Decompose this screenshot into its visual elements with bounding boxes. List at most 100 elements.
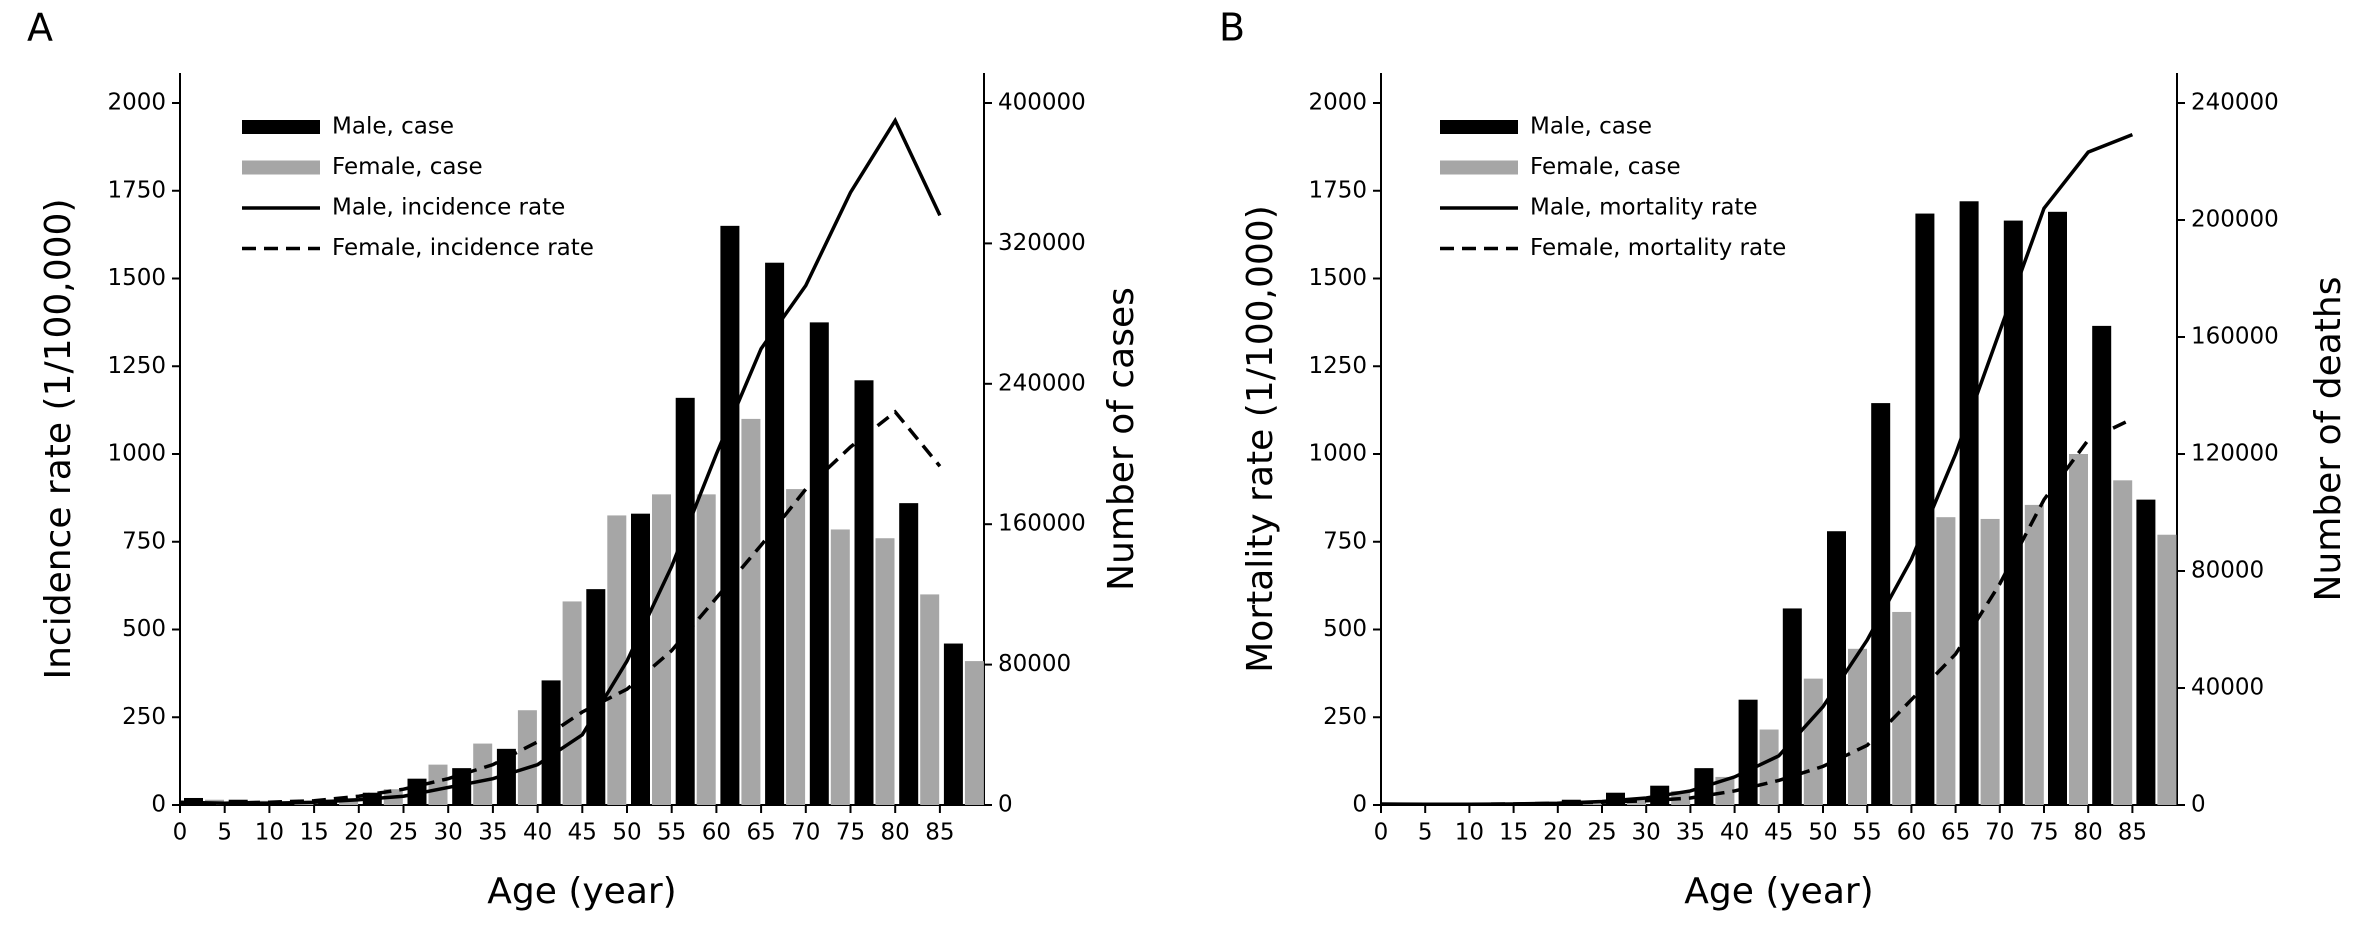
bar <box>809 322 829 805</box>
x-tick-label: 40 <box>1720 820 1749 846</box>
y2-tick-label: 0 <box>998 792 1013 818</box>
x-tick-label: 45 <box>568 820 597 846</box>
bar <box>1871 403 1891 805</box>
bar <box>496 748 516 805</box>
x-tick-label: 35 <box>1676 820 1705 846</box>
y2-tick-label: 120000 <box>2191 441 2279 467</box>
y-tick-label: 0 <box>151 792 166 818</box>
bar <box>1827 531 1846 805</box>
line <box>179 116 942 805</box>
bar <box>586 589 606 805</box>
y2-tick-label: 80000 <box>998 651 1071 677</box>
bar <box>1915 213 1935 805</box>
bar <box>899 503 919 805</box>
legend-label: Male, case <box>1530 114 1652 140</box>
bar <box>562 601 582 805</box>
bar <box>2113 480 2133 805</box>
bar <box>1892 611 1912 805</box>
x-tick-label: 75 <box>2029 820 2058 846</box>
legend-swatch <box>242 120 320 134</box>
y-tick-label: 250 <box>122 704 166 730</box>
x-tick-label: 15 <box>299 820 328 846</box>
bar <box>1715 776 1735 805</box>
line <box>180 409 942 805</box>
panel-label: B <box>1219 6 1245 50</box>
legend-label: Male, case <box>332 114 454 140</box>
y-tick-label: 1750 <box>1308 177 1367 203</box>
bar <box>541 680 561 805</box>
bar <box>1759 729 1779 805</box>
y-tick-label: 1750 <box>107 177 166 203</box>
y-tick-label: 2000 <box>107 90 166 116</box>
bar <box>943 643 963 805</box>
x-tick-label: 85 <box>2118 820 2147 846</box>
x-tick-label: 65 <box>746 820 775 846</box>
bar <box>786 489 806 805</box>
y-tick-label: 500 <box>1323 616 1367 642</box>
bar <box>2136 499 2156 805</box>
line <box>1381 417 2134 807</box>
x-tick-label: 70 <box>1985 820 2014 846</box>
y-tick-label: 0 <box>1352 792 1367 818</box>
y-tick-label: 1250 <box>1308 353 1367 379</box>
y2-tick-label: 80000 <box>2191 558 2264 584</box>
y-axis-title: Mortality rate (1/100,000) <box>1240 205 1281 673</box>
legend-label: Female, incidence rate <box>332 235 594 261</box>
bar <box>696 494 716 805</box>
bar <box>1959 201 1979 805</box>
bar <box>675 397 695 805</box>
x-tick-label: 35 <box>478 820 507 846</box>
bar <box>765 262 785 806</box>
bar <box>1980 518 2000 805</box>
y2-tick-label: 0 <box>2191 792 2206 818</box>
bar <box>830 529 850 805</box>
y2-tick-label: 240000 <box>998 370 1086 396</box>
line <box>1380 132 2134 807</box>
x-tick-label: 65 <box>1941 820 1970 846</box>
bar <box>1738 699 1758 805</box>
x-tick-label: 40 <box>523 820 552 846</box>
x-axis-title: Age (year) <box>1684 871 1873 912</box>
y-tick-label: 1000 <box>1308 441 1367 467</box>
x-tick-label: 50 <box>612 820 641 846</box>
bar <box>2048 211 2067 805</box>
bar <box>1848 648 1867 805</box>
x-tick-label: 50 <box>1808 820 1837 846</box>
bar <box>652 494 671 805</box>
bar <box>964 661 984 805</box>
y-tick-label: 500 <box>122 616 166 642</box>
y-tick-label: 1250 <box>107 353 166 379</box>
bar <box>631 513 650 805</box>
x-tick-label: 55 <box>1853 820 1882 846</box>
x-tick-label: 55 <box>657 820 686 846</box>
bar <box>854 380 874 805</box>
bar <box>473 743 493 805</box>
x-axis-title: Age (year) <box>487 871 676 912</box>
legend-label: Female, case <box>332 154 483 180</box>
bar <box>2024 504 2044 805</box>
legend-swatch <box>1440 160 1518 175</box>
bar <box>517 710 537 805</box>
bar <box>875 538 895 805</box>
x-tick-label: 15 <box>1499 820 1528 846</box>
bar <box>720 225 740 806</box>
y2-tick-label: 160000 <box>2191 324 2279 350</box>
x-tick-label: 60 <box>702 820 731 846</box>
x-tick-label: 75 <box>836 820 865 846</box>
x-tick-label: 10 <box>255 820 284 846</box>
y-tick-label: 750 <box>122 528 166 554</box>
x-tick-label: 5 <box>217 820 232 846</box>
x-tick-label: 80 <box>2074 820 2103 846</box>
legend-label: Male, mortality rate <box>1530 195 1758 221</box>
y2-tick-label: 160000 <box>998 511 1086 537</box>
x-tick-label: 5 <box>1418 820 1433 846</box>
y2-axis-title: Number of cases <box>1101 287 1142 591</box>
y2-tick-label: 240000 <box>2191 90 2279 116</box>
x-tick-label: 10 <box>1455 820 1484 846</box>
y-tick-label: 1000 <box>107 441 166 467</box>
y2-axis-title: Number of deaths <box>2308 277 2349 602</box>
y-tick-label: 750 <box>1323 528 1367 554</box>
bar <box>2069 454 2088 805</box>
legend-swatch <box>242 160 320 175</box>
y2-tick-label: 400000 <box>998 90 1086 116</box>
